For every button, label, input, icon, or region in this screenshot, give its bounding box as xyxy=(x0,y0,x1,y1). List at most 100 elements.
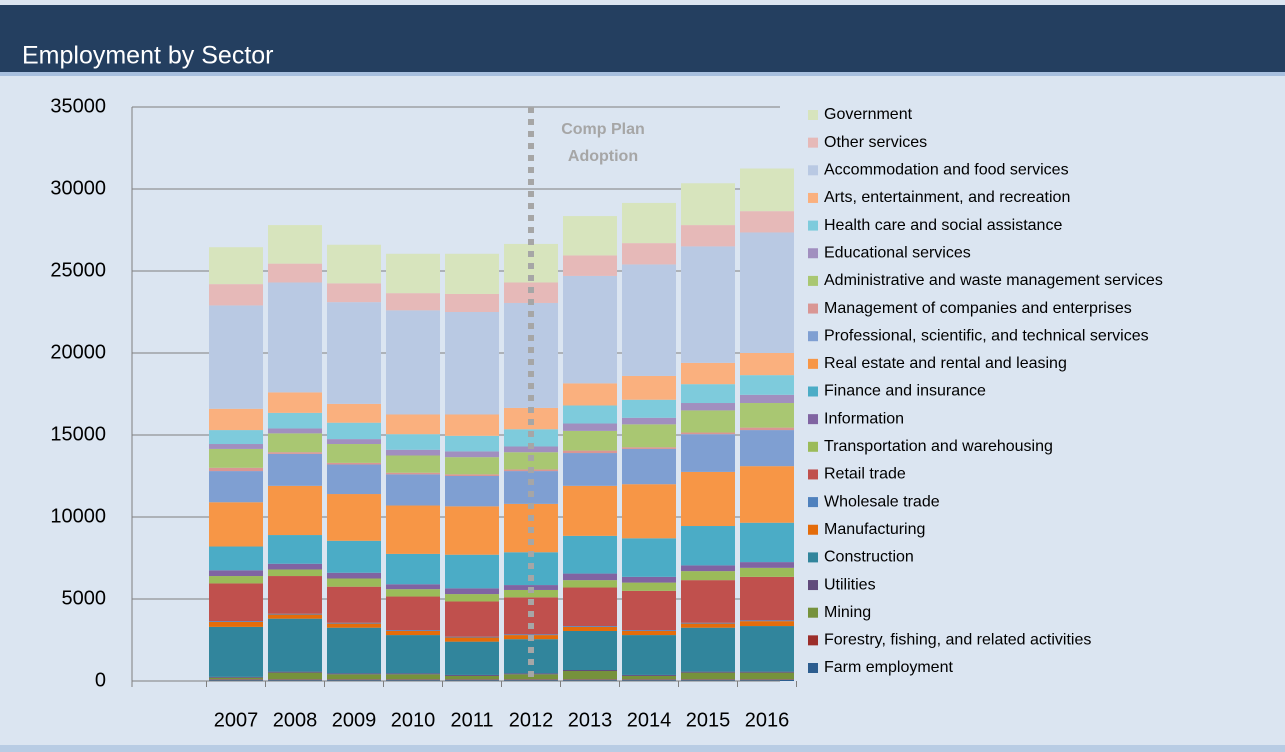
legend-label: Finance and insurance xyxy=(824,383,986,400)
legend-swatch xyxy=(808,165,818,176)
bar-segment xyxy=(268,453,322,486)
x-tick-label: 2013 xyxy=(568,709,613,731)
bar-segment xyxy=(681,623,735,628)
bar-segment xyxy=(740,522,794,563)
bar-segment xyxy=(445,637,499,642)
bar-segment xyxy=(209,284,263,306)
bar-segment xyxy=(740,466,794,523)
legend-swatch xyxy=(808,248,818,259)
y-tick-label: 5000 xyxy=(62,587,107,609)
x-tick-label: 2014 xyxy=(627,709,672,731)
bar-segment xyxy=(563,535,617,574)
legend-label: Accommodation and food services xyxy=(824,162,1069,179)
bar-segment xyxy=(563,626,617,631)
bar-segment xyxy=(740,394,794,404)
bar-segment xyxy=(504,302,558,408)
bar-segment xyxy=(386,584,440,590)
bar-segment xyxy=(622,630,676,636)
legend-label: Arts, entertainment, and recreation xyxy=(824,189,1070,206)
bar-segment xyxy=(622,484,676,539)
y-tick-label: 10000 xyxy=(50,505,106,527)
bar-segment xyxy=(386,253,440,294)
bar-segment xyxy=(386,449,440,456)
bar-segment xyxy=(740,403,794,428)
bar-segment xyxy=(209,502,263,547)
legend-swatch xyxy=(808,441,818,452)
bar-segment xyxy=(504,639,558,674)
x-tick-label: 2012 xyxy=(509,709,554,731)
legend-label: Wholesale trade xyxy=(824,493,940,510)
bar-segment xyxy=(386,679,440,681)
bar-segment xyxy=(209,408,263,431)
bar-segment xyxy=(386,310,440,415)
bar-segment xyxy=(445,451,499,458)
bar-segment xyxy=(209,305,263,409)
bar-segment xyxy=(327,403,381,423)
bar-segment xyxy=(327,283,381,303)
legend-swatch xyxy=(808,663,818,673)
legend-label: Retail trade xyxy=(824,466,906,483)
bar-segment xyxy=(563,670,617,680)
legend-swatch xyxy=(808,414,818,425)
chart-title: Employment by Sector xyxy=(22,42,274,70)
legend-label: Information xyxy=(824,410,904,427)
legend-swatch xyxy=(808,497,818,508)
bar-segment xyxy=(209,471,263,503)
bar-segment xyxy=(445,601,499,637)
bar-segment xyxy=(681,672,735,680)
bar-segment xyxy=(327,578,381,587)
bar-segment xyxy=(622,674,676,676)
legend-swatch xyxy=(808,331,818,342)
bar-segment xyxy=(563,580,617,588)
bar-segment xyxy=(563,430,617,451)
bar-segment xyxy=(740,353,794,376)
legend-label: Manufacturing xyxy=(824,521,925,538)
bar-segment xyxy=(740,427,794,431)
bar-segment xyxy=(268,569,322,577)
bar-segment xyxy=(327,464,381,495)
bar-segment xyxy=(268,679,322,681)
bar-segment xyxy=(445,641,499,675)
legend-label: Real estate and rental and leasing xyxy=(824,355,1067,372)
bar-segment xyxy=(681,622,735,624)
bar-segment xyxy=(622,679,676,681)
bar-segment xyxy=(268,263,322,283)
bar-segment xyxy=(563,216,617,256)
bar-segment xyxy=(209,570,263,577)
legend-label: Administrative and waste management serv… xyxy=(824,272,1163,289)
bar-segment xyxy=(740,576,794,621)
legend-label: Other services xyxy=(824,134,927,151)
bar-segment xyxy=(740,375,794,395)
bar-segment xyxy=(209,679,263,681)
bar-segment xyxy=(681,679,735,681)
bar-segment xyxy=(445,636,499,638)
bar-segment xyxy=(504,634,558,636)
bar-segment xyxy=(563,630,617,671)
bar-segment xyxy=(209,546,263,571)
bar-segment xyxy=(327,540,381,573)
bar-segment xyxy=(327,462,381,465)
bar-segment xyxy=(563,275,617,384)
bar-segment xyxy=(268,613,322,615)
bar-segment xyxy=(681,403,735,411)
x-tick-label: 2016 xyxy=(745,709,790,731)
bar-segment xyxy=(445,588,499,595)
bar-segment xyxy=(386,635,440,674)
bar-segment xyxy=(445,554,499,589)
bar-segment xyxy=(268,485,322,536)
bar-segment xyxy=(445,293,499,312)
bar-segment xyxy=(445,674,499,676)
legend-swatch xyxy=(808,607,818,618)
footer-rule xyxy=(0,745,1285,752)
bar-segment xyxy=(681,432,735,435)
bar-segment xyxy=(445,679,499,681)
bar-segment xyxy=(740,567,794,577)
bar-segment xyxy=(622,576,676,583)
bar-segment xyxy=(268,392,322,413)
bar-segment xyxy=(445,435,499,452)
legend-label: Transportation and warehousing xyxy=(824,438,1053,455)
bar-segment xyxy=(622,448,676,485)
legend-swatch xyxy=(808,552,818,563)
legend-swatch xyxy=(808,386,818,397)
bar-segment xyxy=(681,671,735,673)
